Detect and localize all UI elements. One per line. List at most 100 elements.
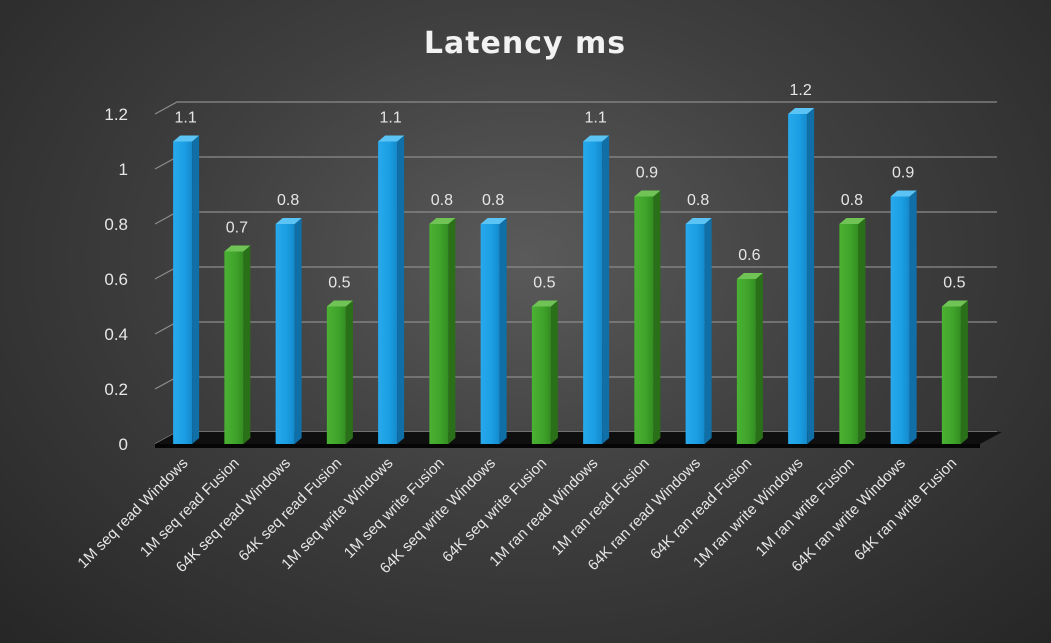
- bar-side: [755, 273, 763, 444]
- bar-top: [685, 218, 712, 224]
- bar: [583, 135, 610, 444]
- category-label: 1M ran write Fusion: [753, 455, 858, 560]
- category-label: 1M seq write Fusion: [341, 455, 448, 562]
- gridline: [154, 101, 997, 115]
- bar-front: [788, 114, 808, 444]
- bar: [224, 245, 251, 444]
- bar-top: [224, 245, 251, 252]
- y-tick-label: 0.2: [104, 380, 128, 399]
- bar: [378, 135, 405, 444]
- data-label: 0.6: [738, 247, 760, 264]
- bar-side: [960, 300, 968, 444]
- bar-front: [531, 306, 551, 444]
- data-label: 1.1: [585, 110, 607, 127]
- category-label: 64K ran write Fusion: [851, 455, 960, 564]
- bar: [275, 218, 302, 444]
- bar-top: [275, 218, 302, 224]
- bar: [788, 108, 815, 444]
- bar: [736, 273, 763, 444]
- bar-side: [653, 190, 661, 444]
- bar-front: [583, 141, 603, 444]
- category-label: 1M ran read Fusion: [549, 455, 653, 559]
- data-label: 0.9: [636, 165, 658, 182]
- bar: [890, 190, 917, 444]
- bar-side: [448, 218, 456, 444]
- bar-top: [326, 300, 353, 307]
- bar-front: [839, 224, 859, 444]
- bar-top: [634, 190, 661, 197]
- bar-front: [685, 224, 705, 444]
- floor-edge: [155, 444, 980, 448]
- bar: [839, 218, 866, 444]
- bar-side: [704, 218, 712, 444]
- bar: [941, 300, 968, 444]
- bar-front: [275, 224, 295, 444]
- bar-top: [531, 300, 558, 307]
- bar-side: [345, 300, 353, 444]
- bar-top: [941, 300, 968, 307]
- y-tick-label: 0.6: [104, 270, 128, 289]
- data-label: 0.7: [226, 220, 248, 237]
- bar-top: [173, 135, 200, 142]
- bar-front: [224, 251, 244, 444]
- bar-side: [807, 108, 815, 444]
- y-axis-ticks: 0 0.2 0.4 0.6 0.8 1 1.2: [104, 105, 128, 454]
- data-labels: 1.1 0.7 0.8 0.5 1.1 0.8 0.8 0.5 1.1 0.9 0.8 0.6 1.2 0…: [175, 82, 966, 292]
- bar-side: [550, 300, 558, 444]
- data-label: 1.2: [790, 82, 812, 99]
- bar-front: [326, 306, 346, 444]
- bar: [685, 218, 712, 444]
- y-tick-label: 1: [119, 160, 128, 179]
- data-label: 0.8: [431, 192, 453, 209]
- data-label: 1.1: [175, 110, 197, 127]
- y-tick-label: 0.8: [104, 215, 128, 234]
- bar-side: [909, 190, 917, 444]
- data-label: 0.8: [277, 192, 299, 209]
- y-tick-label: 0.4: [104, 325, 128, 344]
- category-label: 1M seq read Fusion: [137, 455, 243, 561]
- bar-front: [173, 141, 193, 444]
- data-label: 0.5: [943, 275, 965, 292]
- bar-front: [890, 196, 910, 444]
- bar: [429, 218, 456, 444]
- bar-front: [378, 141, 398, 444]
- bar-front: [634, 196, 654, 444]
- bar-top: [736, 273, 763, 279]
- data-label: 0.8: [841, 192, 863, 209]
- bar: [173, 135, 200, 444]
- chart-title: Latency ms: [424, 26, 626, 61]
- bar: [634, 190, 661, 444]
- bar-top: [378, 135, 405, 142]
- bar-side: [192, 135, 200, 444]
- data-label: 0.5: [533, 275, 555, 292]
- data-label: 0.5: [328, 275, 350, 292]
- gridline: [154, 156, 997, 170]
- y-tick-label: 1.2: [104, 105, 128, 124]
- bar-top: [788, 108, 815, 114]
- data-label: 0.8: [482, 192, 504, 209]
- bar: [531, 300, 558, 444]
- bar-side: [602, 135, 610, 444]
- bar-top: [429, 218, 456, 224]
- bar-side: [243, 245, 251, 444]
- bar-side: [294, 218, 302, 444]
- bar-side: [858, 218, 866, 444]
- bar-top: [480, 218, 507, 224]
- bar-front: [941, 306, 961, 444]
- bar-side: [499, 218, 507, 444]
- bar-front: [480, 224, 500, 444]
- bar: [326, 300, 353, 444]
- data-label: 0.9: [892, 165, 914, 182]
- bar-side: [397, 135, 405, 444]
- y-tick-label: 0: [119, 435, 128, 454]
- bar-front: [429, 224, 449, 444]
- bar-top: [890, 190, 917, 197]
- data-label: 0.8: [687, 192, 709, 209]
- bar-front: [736, 279, 756, 444]
- bar: [480, 218, 507, 444]
- bars: [173, 108, 968, 444]
- data-label: 1.1: [380, 110, 402, 127]
- bar-top: [839, 218, 866, 224]
